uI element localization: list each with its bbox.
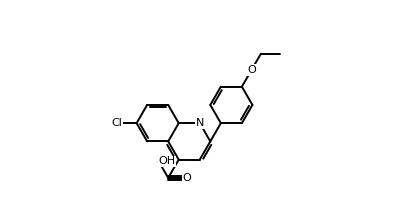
Text: Cl: Cl (111, 118, 122, 128)
Text: O: O (247, 65, 256, 75)
Text: OH: OH (159, 157, 176, 167)
Text: O: O (183, 173, 191, 183)
Text: N: N (195, 118, 204, 128)
